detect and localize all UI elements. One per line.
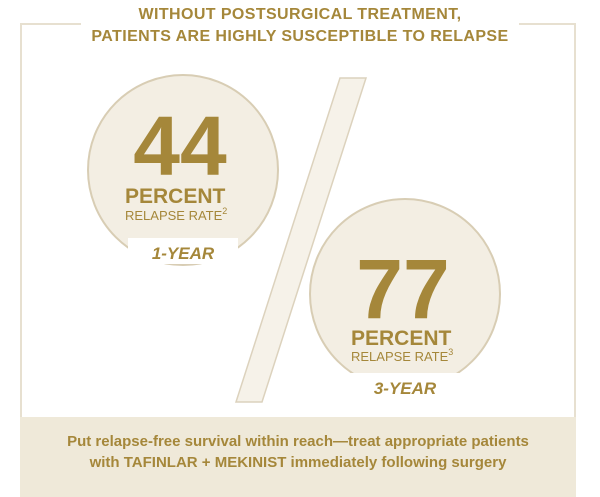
stats-graphic: 44 PERCENT RELAPSE RATE2 1-YEAR 77 PERCE…: [87, 74, 501, 403]
stat-1-value: 44: [133, 99, 227, 193]
stat-3-unit: PERCENT: [351, 327, 452, 350]
stat-3-period: 3-YEAR: [374, 379, 437, 398]
footer-banner: Put relapse-free survival within reach—t…: [20, 417, 576, 497]
headline-line-1: WITHOUT POSTSURGICAL TREATMENT,: [138, 6, 462, 23]
stat-3-value: 77: [356, 242, 449, 336]
stat-1-year: 44 PERCENT RELAPSE RATE2 1-YEAR: [87, 74, 279, 266]
stat-3-year: 77 PERCENT RELAPSE RATE3 3-YEAR: [309, 198, 501, 399]
headline: WITHOUT POSTSURGICAL TREATMENT, PATIENTS…: [0, 4, 600, 48]
stat-3-ref: 3: [448, 347, 453, 357]
stat-1-sublabel: RELAPSE RATE2: [125, 206, 227, 223]
footer-line-2: with TAFINLAR + MEKINIST immediately fol…: [89, 454, 507, 471]
stat-1-ref: 2: [222, 206, 227, 216]
headline-line-2: PATIENTS ARE HIGHLY SUSCEPTIBLE TO RELAP…: [91, 28, 509, 45]
percent-slash: [234, 77, 368, 403]
stat-1-circle: [87, 74, 279, 266]
footer-line-1: Put relapse-free survival within reach—t…: [67, 433, 529, 450]
stat-1-period: 1-YEAR: [152, 244, 215, 263]
stat-1-unit: PERCENT: [125, 185, 226, 208]
stat-3-sublabel: RELAPSE RATE3: [351, 347, 453, 364]
